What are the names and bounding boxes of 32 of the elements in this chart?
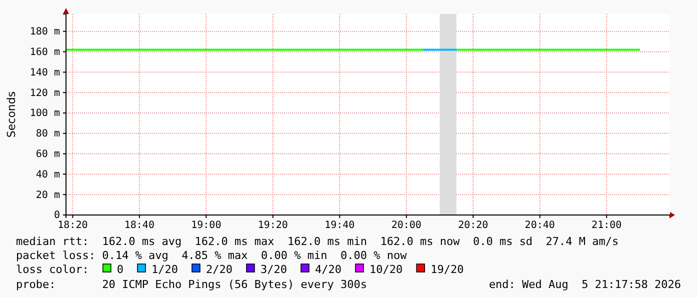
text: packet loss: 0.14 % avg 4.85 % max 0.00 % min 0.00 % now [16,249,408,262]
x-tick-label: 21:00 [592,220,622,232]
x-tick-label: 19:20 [258,220,288,232]
y-tick-label: 100 m [30,108,60,120]
legend-label: 2/20 [206,263,232,276]
y-tick-label: 0 [54,210,60,222]
x-tick-label: 18:20 [58,220,88,232]
y-tick-label: 60 m [36,148,60,160]
x-tick-label: 20:40 [524,220,555,232]
text: probe: 20 ICMP Echo Pings (56 Bytes) every 300s [16,278,367,291]
x-tick-label: 19:00 [191,220,222,232]
y-axis-title: Seconds [5,91,18,138]
y-tick-label: 80 m [36,128,60,140]
legend-label: 3/20 [260,263,287,276]
x-tick-label: 20:00 [391,220,422,232]
legend-label: 4/20 [314,263,342,276]
legend-label: 19/20 [430,263,464,276]
y-tick-label: 160 m [30,46,60,58]
legend-label: 1/20 [151,263,178,276]
x-tick-label: 18:40 [124,220,154,232]
legend-label: 0 [116,263,124,276]
y-tick-label: 40 m [36,169,60,180]
y-tick-label: 20 m [36,190,60,201]
y-tick-label: 140 m [30,67,60,78]
y-tick-label: 120 m [30,88,60,99]
x-tick-label: 19:40 [324,220,355,232]
x-tick-label: 20:20 [458,220,488,232]
legend-title: loss color: [16,263,89,276]
text: median rtt: 162.0 ms avg 162.0 ms max 162.0 ms min 162.0 ms now 0.0 ms sd 27.4 M am/s [16,235,619,248]
y-tick-label: 180 m [30,26,60,38]
text: end: Wed Aug 5 21:17:58 2026 [488,278,681,291]
legend-label: 10/20 [369,263,403,276]
